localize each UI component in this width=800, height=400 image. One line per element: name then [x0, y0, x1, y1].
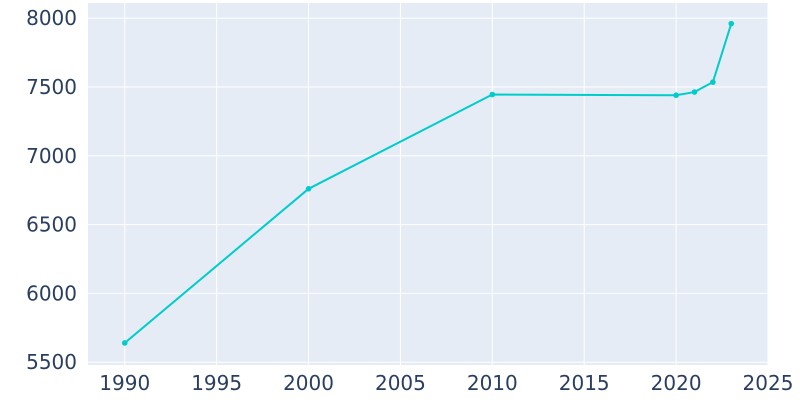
- x-tick-label: 2005: [375, 371, 426, 395]
- data-point: [673, 92, 679, 99]
- x-tick-label: 2010: [467, 371, 518, 395]
- data-point: [121, 340, 128, 346]
- y-tick-label: 8000: [26, 6, 77, 30]
- y-tick-label: 6500: [26, 213, 77, 237]
- plot-area: [88, 3, 768, 365]
- y-tick-label: 7500: [26, 75, 77, 99]
- data-point: [728, 20, 735, 27]
- x-axis-ticks: 1990 1995 2000 2005 2010 2015 2020 2025: [99, 371, 793, 395]
- grid-lines: [88, 3, 769, 365]
- data-point: [691, 89, 698, 95]
- x-tick-label: 2015: [559, 371, 610, 395]
- y-tick-label: 6000: [26, 281, 77, 305]
- x-tick-label: 2000: [283, 371, 334, 395]
- x-tick-label: 2020: [651, 371, 702, 395]
- x-tick-label: 1990: [99, 371, 150, 395]
- y-axis-ticks: 5500 6000 6500 7000 7500 8000: [26, 6, 77, 374]
- x-tick-label: 2025: [743, 371, 794, 395]
- data-point: [489, 91, 496, 98]
- y-tick-label: 5500: [26, 350, 77, 374]
- x-tick-label: 1995: [191, 371, 242, 395]
- series-layer: [121, 20, 735, 346]
- data-point: [710, 79, 716, 85]
- y-tick-label: 7000: [26, 144, 77, 168]
- data-point: [305, 186, 312, 192]
